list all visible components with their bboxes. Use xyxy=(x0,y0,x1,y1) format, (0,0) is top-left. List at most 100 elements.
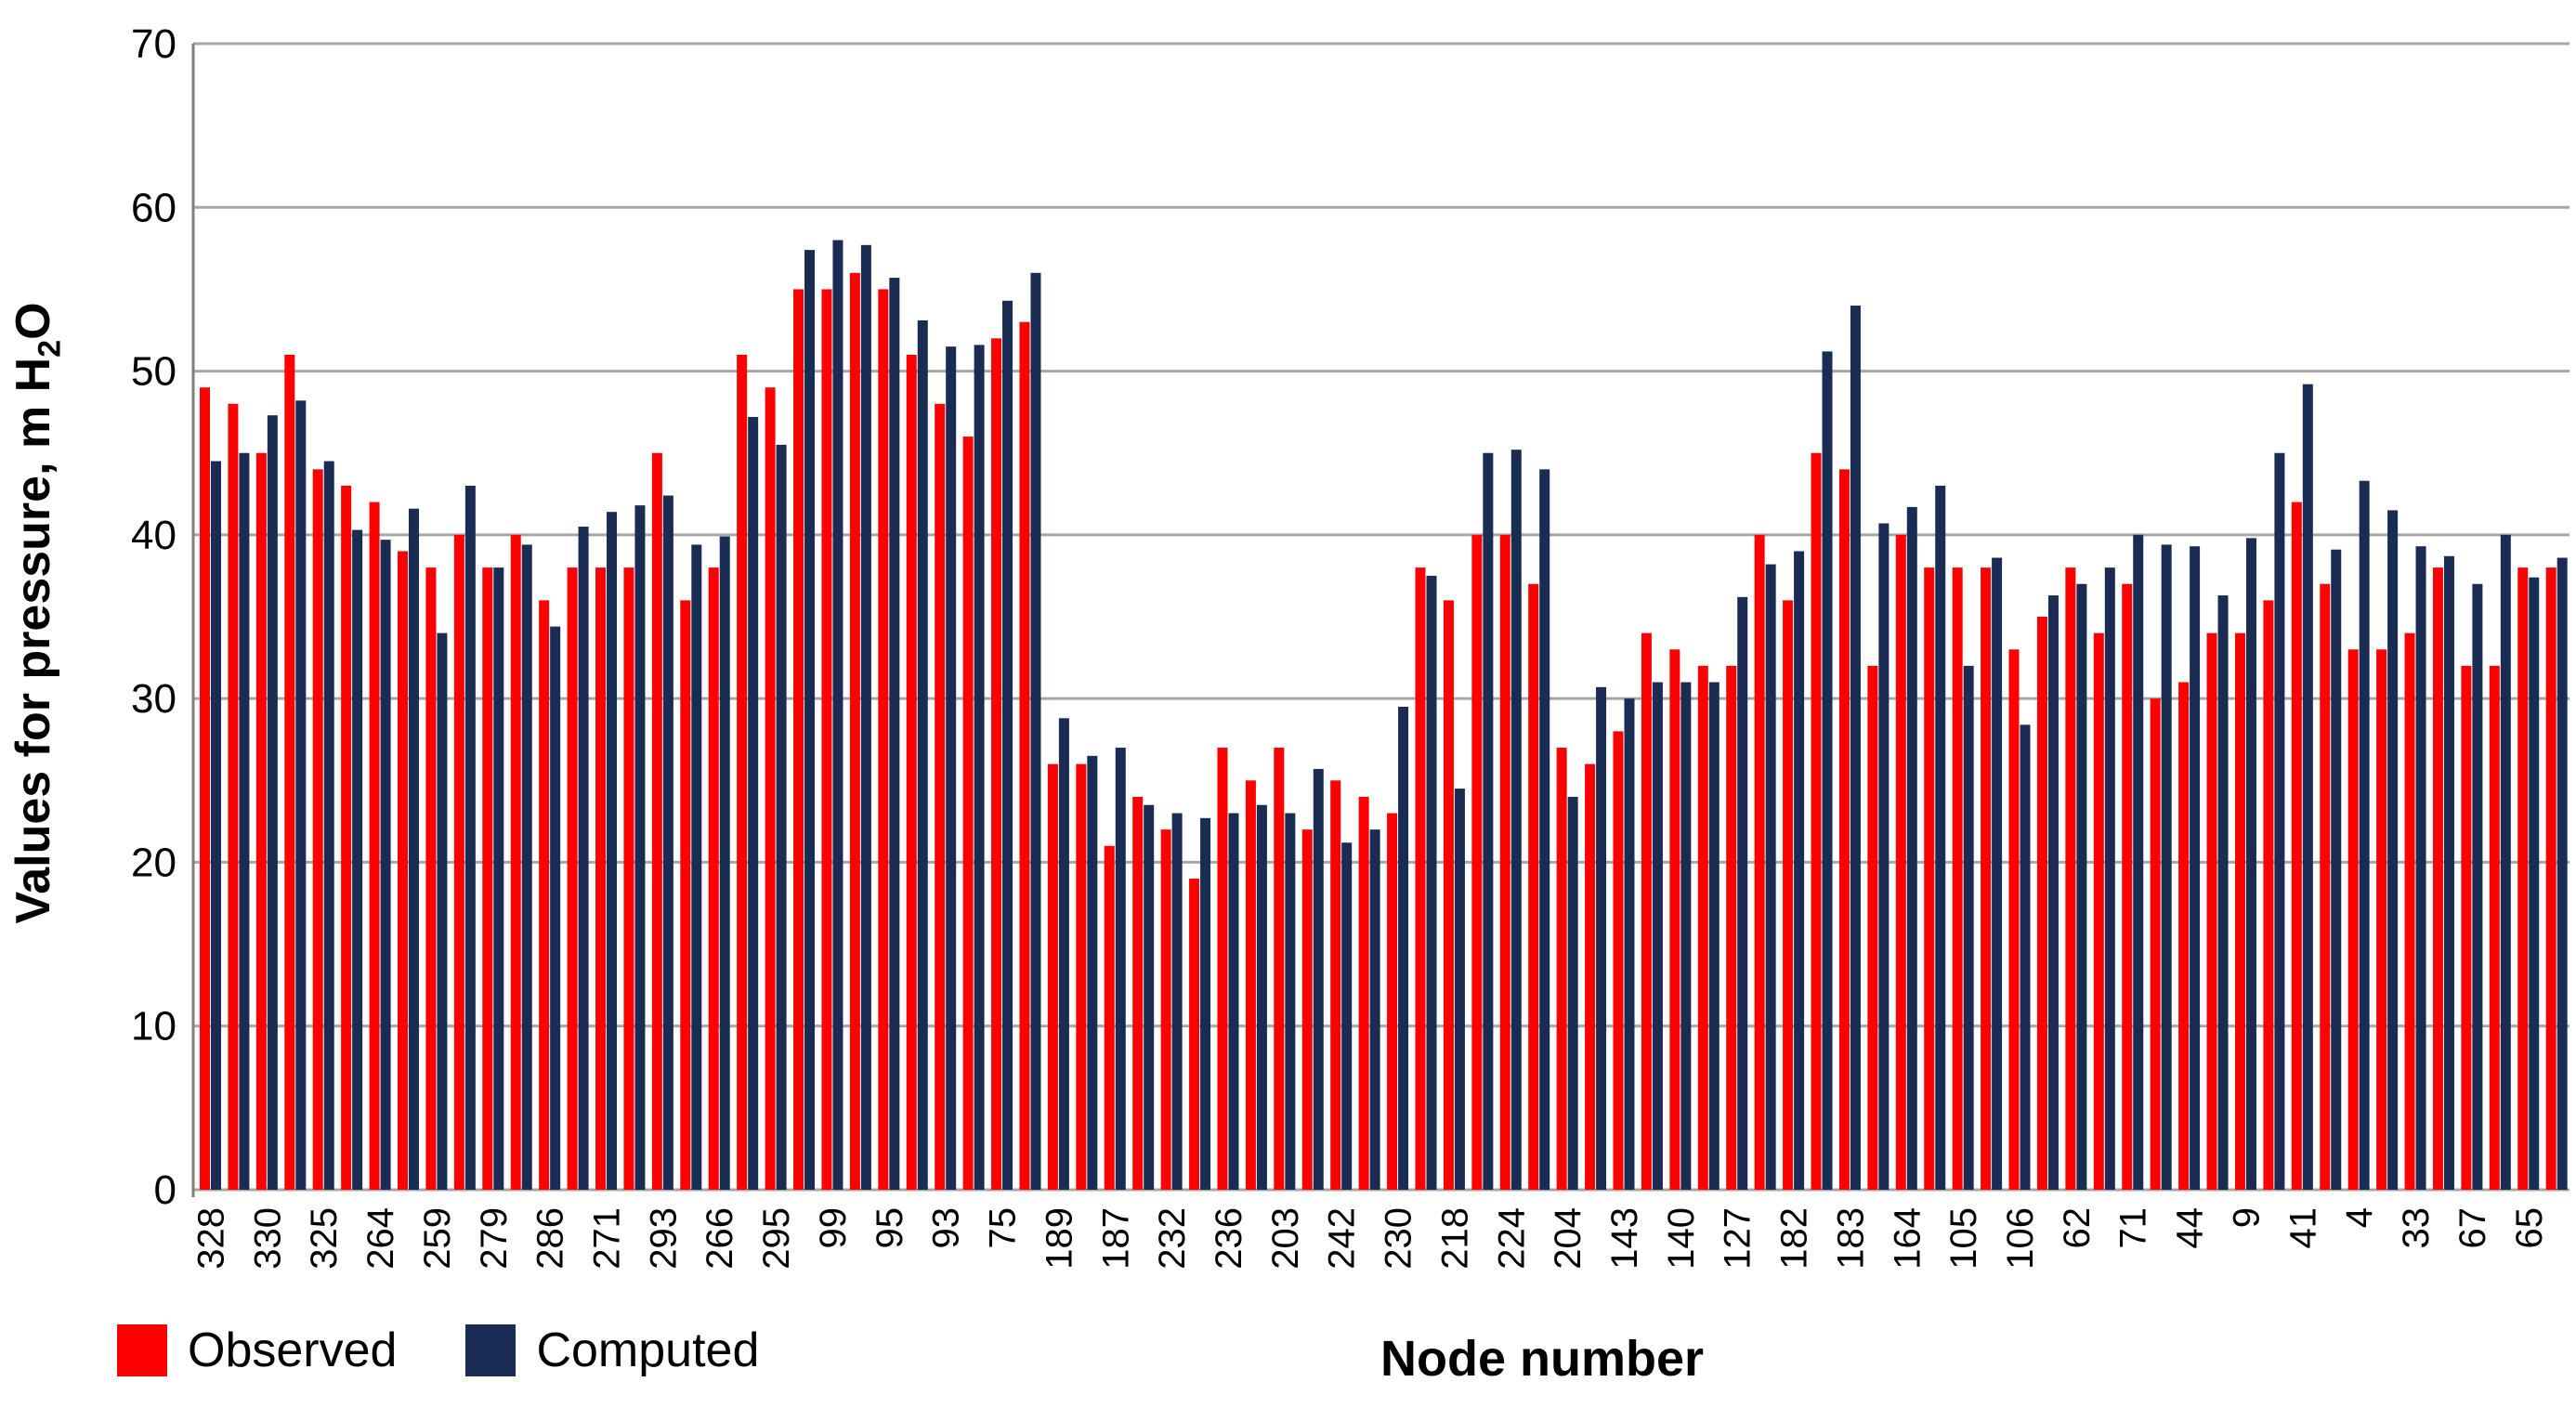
observed-color-swatch xyxy=(117,1324,167,1376)
bar xyxy=(2461,665,2472,1190)
bar xyxy=(1981,567,1992,1190)
bar xyxy=(765,387,776,1190)
bar xyxy=(2008,649,2020,1190)
bar xyxy=(2415,546,2426,1190)
svg-text:9: 9 xyxy=(2226,1207,2267,1228)
bar xyxy=(595,567,607,1190)
bar xyxy=(1765,564,1776,1190)
bar xyxy=(974,345,985,1190)
bar xyxy=(2529,577,2540,1190)
svg-text:44: 44 xyxy=(2170,1207,2211,1249)
bar xyxy=(1556,748,1567,1190)
bar xyxy=(398,551,409,1190)
bar xyxy=(453,534,464,1190)
bar xyxy=(2556,557,2568,1190)
bar xyxy=(1624,698,1635,1190)
bar xyxy=(2263,600,2274,1190)
legend: Observed Computed xyxy=(117,1323,759,1378)
bar xyxy=(2359,480,2370,1190)
legend-label-computed: Computed xyxy=(536,1323,760,1377)
svg-text:65: 65 xyxy=(2509,1207,2550,1249)
svg-text:127: 127 xyxy=(1718,1207,1759,1270)
bar xyxy=(1443,600,1454,1190)
svg-text:164: 164 xyxy=(1887,1207,1928,1270)
bar xyxy=(2190,546,2201,1190)
bar xyxy=(1369,829,1380,1190)
bar xyxy=(634,505,646,1190)
bar xyxy=(1596,686,1607,1190)
svg-text:183: 183 xyxy=(1830,1207,1871,1270)
svg-text:60: 60 xyxy=(131,185,177,230)
bar xyxy=(2443,555,2454,1190)
bar xyxy=(962,437,974,1191)
bar xyxy=(1115,748,1126,1190)
bar xyxy=(2047,595,2059,1190)
bar xyxy=(946,346,957,1191)
bar xyxy=(437,632,448,1190)
bar xyxy=(341,485,352,1190)
computed-bars xyxy=(211,240,2568,1191)
bar xyxy=(1585,763,1596,1190)
bar xyxy=(228,403,239,1190)
bar xyxy=(1144,804,1155,1190)
bar xyxy=(991,338,1002,1190)
svg-text:232: 232 xyxy=(1152,1207,1193,1270)
bar xyxy=(1794,551,1805,1190)
svg-text:50: 50 xyxy=(131,349,177,395)
bar xyxy=(691,544,702,1190)
bar xyxy=(1641,632,1652,1190)
y-axis-title: Values for pressure, m H2O xyxy=(6,195,67,1031)
bar xyxy=(1669,649,1680,1190)
bar xyxy=(737,354,748,1190)
bar xyxy=(239,452,250,1190)
bar xyxy=(1510,450,1522,1190)
bar xyxy=(2104,567,2115,1190)
bar xyxy=(1358,796,1369,1190)
bar xyxy=(1708,682,1720,1190)
legend-label-observed: Observed xyxy=(188,1323,398,1377)
svg-text:41: 41 xyxy=(2282,1207,2323,1249)
bar xyxy=(1301,829,1313,1190)
bar xyxy=(1387,813,1398,1190)
svg-text:242: 242 xyxy=(1322,1207,1363,1270)
y-axis-title-text: Values for pressure, m H xyxy=(7,357,60,924)
bar xyxy=(200,387,210,1190)
svg-text:286: 286 xyxy=(530,1207,571,1270)
y-axis-title-suffix: O xyxy=(7,302,60,340)
bar xyxy=(1992,557,2003,1190)
svg-text:62: 62 xyxy=(2057,1207,2098,1249)
bar xyxy=(464,485,476,1190)
bar xyxy=(1539,469,1550,1190)
svg-text:10: 10 xyxy=(131,1004,177,1049)
bar xyxy=(1398,706,1409,1190)
bar xyxy=(2036,617,2047,1190)
bar xyxy=(1963,665,1974,1190)
svg-text:40: 40 xyxy=(131,513,177,558)
bar xyxy=(482,567,493,1190)
bar xyxy=(2302,384,2313,1190)
bar xyxy=(2133,534,2144,1190)
bar xyxy=(369,502,380,1190)
bar xyxy=(380,540,391,1190)
svg-text:266: 266 xyxy=(700,1207,740,1270)
bar xyxy=(1426,575,1437,1190)
bar xyxy=(1228,813,1239,1190)
bar xyxy=(2274,452,2285,1190)
bar xyxy=(2500,534,2511,1190)
svg-text:224: 224 xyxy=(1491,1207,1532,1270)
bar xyxy=(1256,804,1267,1190)
bar xyxy=(623,567,634,1190)
bar xyxy=(1189,879,1200,1190)
bar xyxy=(1878,523,1890,1190)
x-tick-labels: 328 330 325 264 259 279 286 271 293 266 295 99 95 93 7… xyxy=(191,1207,2550,1270)
bar xyxy=(1274,748,1285,1190)
bar xyxy=(567,567,578,1190)
bar xyxy=(1726,665,1737,1190)
bar xyxy=(1783,600,1794,1190)
svg-text:140: 140 xyxy=(1661,1207,1702,1270)
bar xyxy=(917,319,928,1190)
bar xyxy=(1811,452,1822,1190)
svg-text:95: 95 xyxy=(870,1207,910,1249)
bar xyxy=(804,250,816,1190)
bar xyxy=(1415,567,1426,1190)
